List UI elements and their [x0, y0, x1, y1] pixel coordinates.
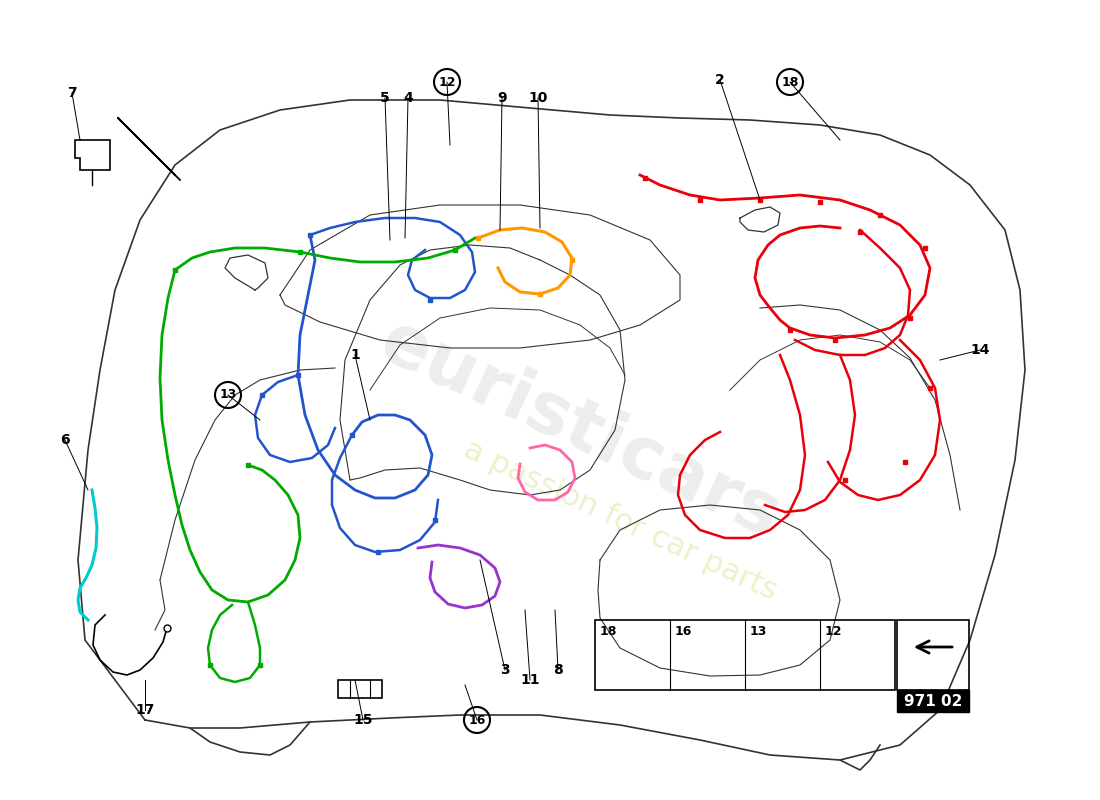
Text: 11: 11: [520, 673, 540, 687]
Text: 13: 13: [219, 389, 236, 402]
Text: 13: 13: [750, 625, 768, 638]
Text: 16: 16: [675, 625, 692, 638]
FancyArrowPatch shape: [917, 641, 953, 653]
Text: 14: 14: [970, 343, 990, 357]
Text: 5: 5: [381, 91, 389, 105]
Text: 10: 10: [528, 91, 548, 105]
Text: 6: 6: [60, 433, 69, 447]
Text: 1: 1: [350, 348, 360, 362]
Text: 971 02: 971 02: [904, 694, 962, 709]
Text: 18: 18: [600, 625, 617, 638]
Text: 4: 4: [403, 91, 412, 105]
Text: 9: 9: [497, 91, 507, 105]
Text: 3: 3: [500, 663, 509, 677]
Text: 7: 7: [67, 86, 77, 100]
Text: euristicars: euristicars: [368, 307, 791, 553]
Text: 8: 8: [553, 663, 563, 677]
Text: 2: 2: [715, 73, 725, 87]
Text: 15: 15: [353, 713, 373, 727]
Text: 18: 18: [781, 75, 799, 89]
Text: a passion for car parts: a passion for car parts: [459, 434, 781, 606]
Text: 12: 12: [825, 625, 843, 638]
FancyBboxPatch shape: [896, 690, 969, 712]
Text: 16: 16: [469, 714, 486, 726]
Text: 12: 12: [438, 75, 455, 89]
Text: 17: 17: [135, 703, 155, 717]
